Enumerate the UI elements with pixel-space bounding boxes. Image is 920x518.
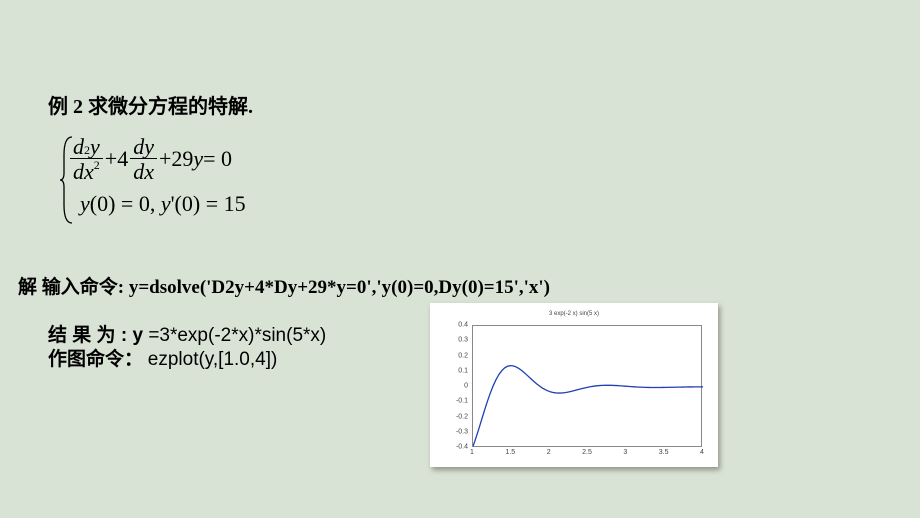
plus1: + [105,146,117,172]
y-tick-label: -0.1 [450,398,468,405]
plot-command-line: 作图命令： ezplot(y,[1.0,4]) [48,344,277,371]
x-tick-label: 2.5 [582,449,592,456]
chart-axes [472,325,702,447]
title-suffix: 求微分方程的特解. [88,96,253,118]
equation-system: d2y dx2 + 4 dy dx + 29 y = 0 y(0) = 0, y… [68,135,246,217]
y-tick-label: 0.2 [450,352,468,359]
frac-d: d [73,136,84,158]
frac-dy: dy [130,137,157,159]
y-term: y [193,146,203,172]
d2y-dx2-fraction: d2y dx2 [70,137,103,181]
result-expression: =3*exp(-2*x)*sin(5*x) [148,325,326,346]
chart-title: 3 exp(-2 x) sin(5 x) [430,311,718,317]
result-label: 结 果 为 : [48,325,132,346]
chart-svg [473,326,703,448]
y-tick-label: -0.3 [450,428,468,435]
y-tick-label: 0.4 [450,322,468,329]
function-curve [473,366,703,447]
result-line: 结 果 为 : y =3*exp(-2*x)*sin(5*x) [48,320,326,347]
x-tick-label: 4 [700,449,704,456]
plus2: + [159,146,171,172]
x-tick-label: 1.5 [505,449,515,456]
y-axis-ticks: -0.4-0.3-0.2-0.100.10.20.30.4 [450,325,470,447]
y-tick-label: -0.2 [450,413,468,420]
frac-dx2: dx [130,159,157,181]
frac-y: y [90,136,100,158]
x-tick-label: 1 [470,449,474,456]
initial-conditions: y(0) = 0, y'(0) = 15 [68,191,246,217]
frac-sup2a: 2 [84,144,90,156]
example-number: 2 [73,96,83,118]
solve-code: y=dsolve('D2y+4*Dy+29*y=0','y(0)=0,Dy(0)… [129,277,550,298]
plot-label: 作图命令： [48,349,143,370]
eq-zero: = 0 [203,146,232,172]
x-tick-label: 2 [547,449,551,456]
solve-command-line: 解 输入命令: y=dsolve('D2y+4*Dy+29*y=0','y(0)… [18,272,550,299]
x-axis-ticks: 1 1.5 2 2.5 3 3.5 4 [472,449,702,461]
y-tick-label: 0.1 [450,367,468,374]
solve-label: 解 输入命令: [18,277,129,298]
plot-figure: 3 exp(-2 x) sin(5 x) -0.4 -0.3 -0.2 -0.1 0 0.… [430,303,718,467]
y-tick-label: -0.4 [450,444,468,451]
frac-sup2b: 2 [94,159,100,171]
x-tick-label: 3.5 [659,449,669,456]
y-tick-label: 0 [450,383,468,390]
example-title: 例 2 求微分方程的特解. [48,90,253,119]
plot-code: ezplot(y,[1.0,4]) [148,349,278,370]
coef4: 4 [117,146,128,172]
slide-content: 例 2 求微分方程的特解. d2y dx2 + 4 dy dx + 29 y =… [0,0,920,518]
ode-equation: d2y dx2 + 4 dy dx + 29 y = 0 [68,135,246,183]
y-tick-label: 0.3 [450,337,468,344]
x-tick-label: 3 [623,449,627,456]
title-prefix: 例 [48,96,68,118]
coef29: 29 [171,146,193,172]
frac-dx: dx [73,161,94,183]
dy-dx-fraction: dy dx [130,137,157,181]
